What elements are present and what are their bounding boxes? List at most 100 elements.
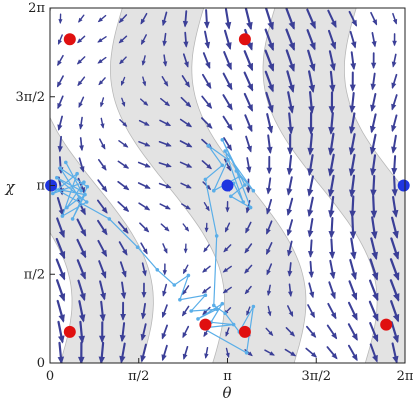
vector-arrow: [349, 71, 356, 92]
vector-arrow: [161, 304, 168, 318]
trajectory-point: [251, 304, 256, 309]
vector-arrow: [266, 198, 273, 215]
vector-arrow: [78, 116, 84, 130]
vector-arrow: [225, 200, 230, 213]
vector-arrow: [76, 218, 87, 237]
trajectory-point: [229, 194, 233, 199]
vector-arrow: [371, 216, 378, 240]
vector-arrow: [243, 50, 254, 72]
red-fixed-point: [63, 33, 76, 46]
vector-arrow: [370, 93, 377, 112]
vector-arrow: [243, 92, 254, 112]
vector-arrow: [55, 279, 66, 302]
vector-arrow: [347, 344, 358, 362]
vector-arrow: [57, 135, 63, 153]
vector-arrow: [264, 49, 275, 72]
vector-arrow: [326, 346, 338, 360]
trajectory-point: [237, 174, 242, 179]
vector-arrow: [57, 341, 65, 363]
vector-arrow: [182, 10, 189, 28]
trajectory-point: [85, 184, 90, 189]
vector-arrow: [287, 112, 294, 135]
vector-arrow: [159, 203, 171, 210]
vector-arrow: [57, 95, 64, 110]
vector-arrow: [349, 216, 357, 240]
vector-arrow: [97, 179, 108, 193]
shaded-regions: [50, 8, 405, 363]
vector-arrow: [203, 202, 210, 212]
vector-arrow: [140, 34, 147, 45]
vector-arrow: [368, 300, 379, 322]
x-tick-label: 3π/2: [302, 369, 331, 384]
vector-arrow: [390, 300, 400, 323]
vector-arrow: [288, 283, 293, 298]
vector-arrow: [369, 258, 379, 281]
vector-arrow: [117, 160, 130, 169]
vector-arrow: [287, 91, 295, 114]
vector-arrow: [369, 322, 379, 343]
vector-arrow: [327, 174, 335, 198]
vector-arrow: [97, 239, 107, 258]
vector-arrow: [391, 94, 398, 111]
vector-arrow: [78, 341, 85, 363]
vector-arrow: [307, 196, 314, 218]
vector-arrow: [392, 33, 397, 47]
vector-arrow: [245, 221, 252, 234]
trajectory-point: [241, 200, 245, 204]
vector-arrow: [371, 32, 377, 48]
y-axis-ticks: 0 π/2 π 3π/2 2π: [16, 1, 55, 371]
vector-arrow: [204, 30, 211, 49]
vector-arrow: [158, 182, 172, 189]
trajectory-point: [214, 234, 219, 238]
x-tick-label: π/2: [128, 369, 149, 384]
vector-arrow: [285, 49, 295, 72]
y-tick-label: 2π: [28, 1, 45, 16]
vector-arrow: [183, 243, 188, 254]
trajectory-point: [135, 245, 140, 249]
vector-arrow: [308, 282, 315, 299]
trajectory-point: [155, 268, 160, 272]
vector-arrow: [349, 258, 357, 281]
vector-arrow: [308, 239, 314, 258]
vector-arrow: [286, 197, 294, 216]
vector-arrow: [369, 113, 377, 134]
vector-arrow: [182, 305, 190, 317]
vector-arrow: [55, 258, 66, 281]
vector-arrow: [350, 51, 357, 71]
vector-arrow: [120, 76, 126, 86]
trajectory-point: [84, 200, 89, 204]
vector-arrow: [348, 133, 356, 156]
vector-arrow: [79, 137, 84, 152]
vector-arrow: [57, 34, 63, 45]
vector-arrow: [371, 52, 377, 69]
vector-arrow: [142, 76, 147, 87]
trajectory-point: [231, 322, 236, 327]
vector-arrow: [389, 279, 400, 302]
vector-arrow: [139, 222, 150, 233]
vector-arrow: [118, 140, 129, 148]
vector-arrow: [368, 279, 379, 302]
vector-arrow: [97, 14, 107, 23]
vector-arrow: [327, 153, 335, 177]
vector-arrow: [224, 222, 231, 233]
vector-arrow: [58, 13, 63, 24]
vector-arrow: [77, 279, 86, 302]
vector-arrow: [99, 300, 106, 322]
trajectory-point: [64, 160, 68, 165]
vector-arrow: [225, 347, 230, 358]
vector-arrow: [327, 29, 337, 50]
vector-arrow: [264, 349, 275, 356]
vector-arrow: [182, 325, 190, 339]
vector-arrow: [138, 202, 151, 211]
fixed-points: [45, 33, 410, 338]
red-fixed-point: [63, 325, 76, 338]
vector-arrow: [391, 155, 398, 176]
vector-arrow: [306, 8, 316, 30]
trajectory-point: [107, 217, 112, 221]
vector-arrow: [99, 321, 106, 344]
vector-arrow: [77, 76, 86, 87]
vector-arrow: [202, 306, 211, 316]
vector-arrow: [97, 219, 108, 236]
vector-arrow: [182, 53, 189, 68]
vector-arrow: [348, 10, 358, 27]
